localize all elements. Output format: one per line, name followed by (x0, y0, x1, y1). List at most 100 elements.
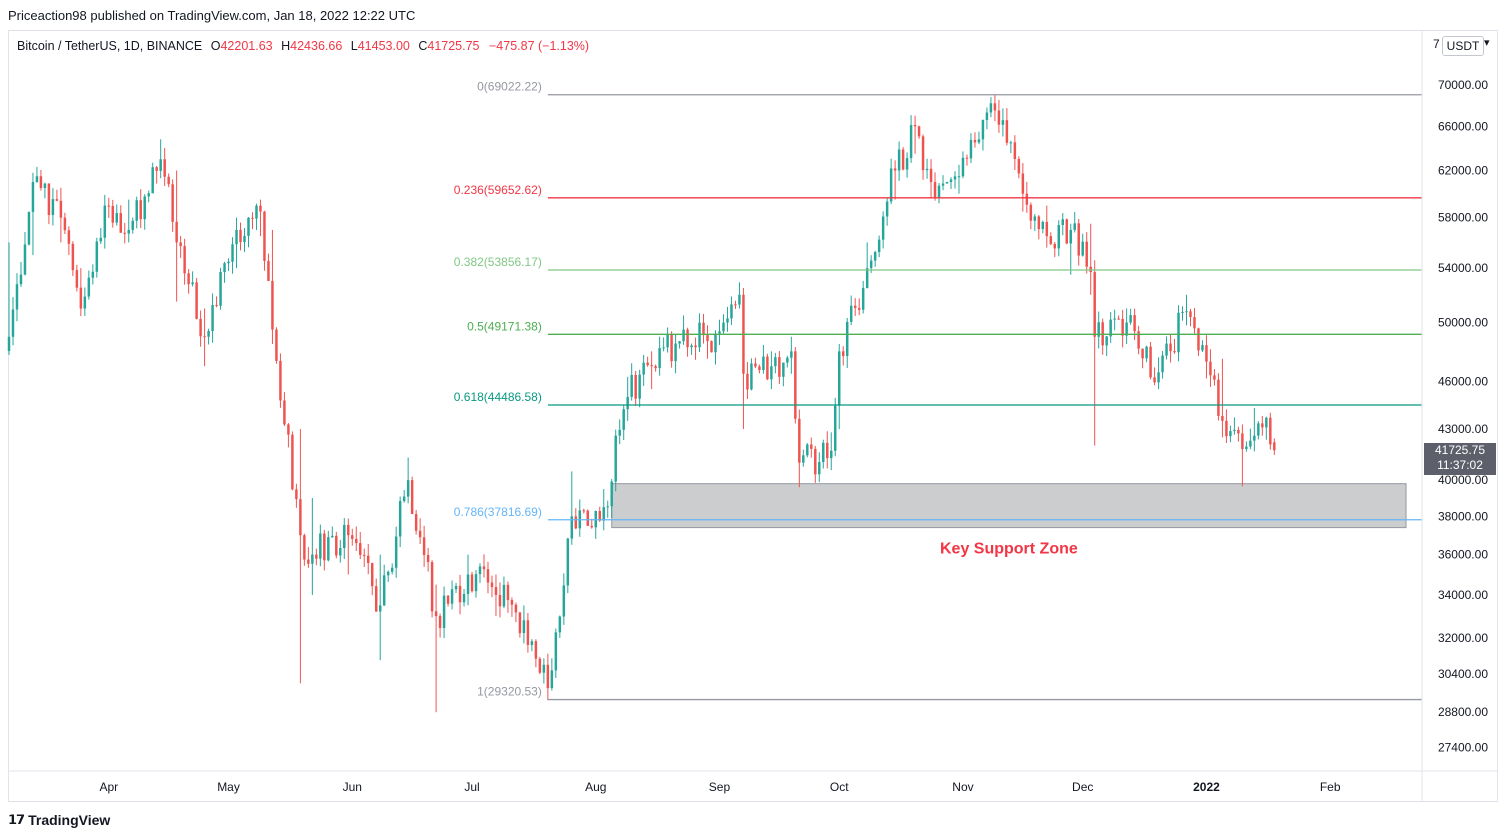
candle-body (191, 282, 194, 285)
fib-level-label: 0.382(53856.17) (454, 255, 542, 269)
candle-body (602, 507, 605, 521)
price-tick-label: 46000.00 (1438, 374, 1488, 388)
symbol-name[interactable]: Bitcoin / TetherUS, 1D, BINANCE (17, 39, 203, 53)
candle-body (1185, 311, 1188, 313)
candle-body (845, 321, 849, 357)
price-tick-label: 38000.00 (1438, 509, 1488, 523)
candle-body (674, 343, 677, 362)
candle-body (390, 567, 394, 572)
candle-body (582, 510, 586, 512)
candle-body (889, 168, 893, 202)
candle-body (203, 336, 206, 338)
candle-body (1033, 216, 1037, 221)
candle-body (263, 211, 266, 261)
candle-body (554, 632, 558, 671)
candle-body (15, 284, 19, 310)
footer-brand[interactable]: 𝟭𝟳 TradingView (8, 812, 110, 828)
candle-body (1053, 243, 1057, 249)
candle-body (658, 348, 661, 369)
candle-body (690, 345, 693, 348)
candle-body (259, 205, 262, 212)
candle-body (79, 287, 83, 309)
candle-body (410, 480, 414, 515)
candle-body (901, 149, 905, 170)
candle-body (686, 329, 689, 348)
chevron-down-icon[interactable]: ▾ (1484, 37, 1490, 49)
candle-body (426, 554, 430, 563)
candle-body (1137, 331, 1140, 349)
candle-body (1073, 223, 1076, 230)
candle-body (857, 307, 861, 310)
time-tick-label: Nov (952, 780, 973, 794)
candle-body (814, 448, 817, 475)
candle-body (1177, 312, 1180, 353)
candle-body (1129, 315, 1132, 323)
candle-body (969, 139, 973, 159)
candle-body (830, 450, 833, 459)
symbol-legend: Bitcoin / TetherUS, 1D, BINANCE O42201.6… (17, 39, 589, 53)
candle-body (654, 366, 657, 369)
candle-body (351, 535, 354, 539)
candle-body (614, 435, 617, 482)
candle-body (1261, 423, 1264, 428)
candle-body (869, 260, 873, 269)
candle-body (143, 196, 146, 220)
candle-body (750, 363, 753, 390)
candle-body (127, 229, 130, 234)
low-label: L (350, 39, 358, 53)
candle-body (91, 271, 95, 278)
candle-body (1061, 219, 1065, 226)
fib-level-label: 0.236(59652.62) (454, 183, 542, 197)
candle-body (1041, 221, 1045, 230)
candle-body (486, 569, 490, 583)
candle-body (1193, 317, 1196, 329)
candle-body (171, 184, 174, 222)
candle-body (187, 273, 190, 285)
candle-body (702, 322, 705, 336)
candle-body (1077, 223, 1080, 256)
candle-body (618, 429, 621, 436)
candle-body (518, 612, 522, 634)
candle-body (710, 341, 713, 353)
last-price-value: 41725.75 (1434, 443, 1486, 457)
candle-body (538, 658, 542, 673)
candle-body (1229, 431, 1232, 437)
candle-body (1181, 312, 1184, 314)
candle-body (826, 442, 829, 459)
candle-body (123, 232, 126, 234)
candle-body (27, 211, 31, 245)
candle-body (610, 481, 613, 507)
candle-body (917, 126, 921, 137)
candle-body (1197, 328, 1200, 351)
candle-body (997, 110, 1001, 125)
candle-body (1045, 221, 1049, 237)
time-tick-label: Oct (830, 780, 849, 794)
candle-body (243, 235, 246, 243)
candle-body (929, 168, 933, 183)
candle-body (490, 582, 494, 588)
candle-body (881, 216, 885, 240)
candle-body (43, 183, 47, 189)
candle-body (438, 616, 442, 628)
candle-body (1237, 429, 1240, 434)
fib-retracement: 0(69022.22) 0.236(59652.62) 0.382(53856.17… (454, 80, 1422, 701)
candle-body (1273, 442, 1276, 451)
candle-body (422, 537, 426, 555)
candle-body (865, 268, 869, 288)
candle-body (510, 600, 514, 605)
candle-body (11, 309, 15, 337)
candle-body (247, 217, 250, 236)
candle-body (885, 201, 889, 217)
time-axis: Apr May Jun Jul Aug Sep Oct Nov Dec 2022 Feb (9, 770, 1497, 794)
candle-body (706, 335, 709, 342)
candle-body (1037, 216, 1041, 230)
fib-level-label: 0.5(49171.38) (467, 319, 542, 333)
candle-body (31, 182, 35, 212)
candle-body (1109, 319, 1112, 337)
currency-selector[interactable]: USDT (1442, 36, 1484, 56)
candle-body (726, 318, 729, 323)
candle-body (1265, 417, 1268, 428)
candle-body (378, 605, 382, 612)
brand-name: TradingView (28, 812, 111, 828)
